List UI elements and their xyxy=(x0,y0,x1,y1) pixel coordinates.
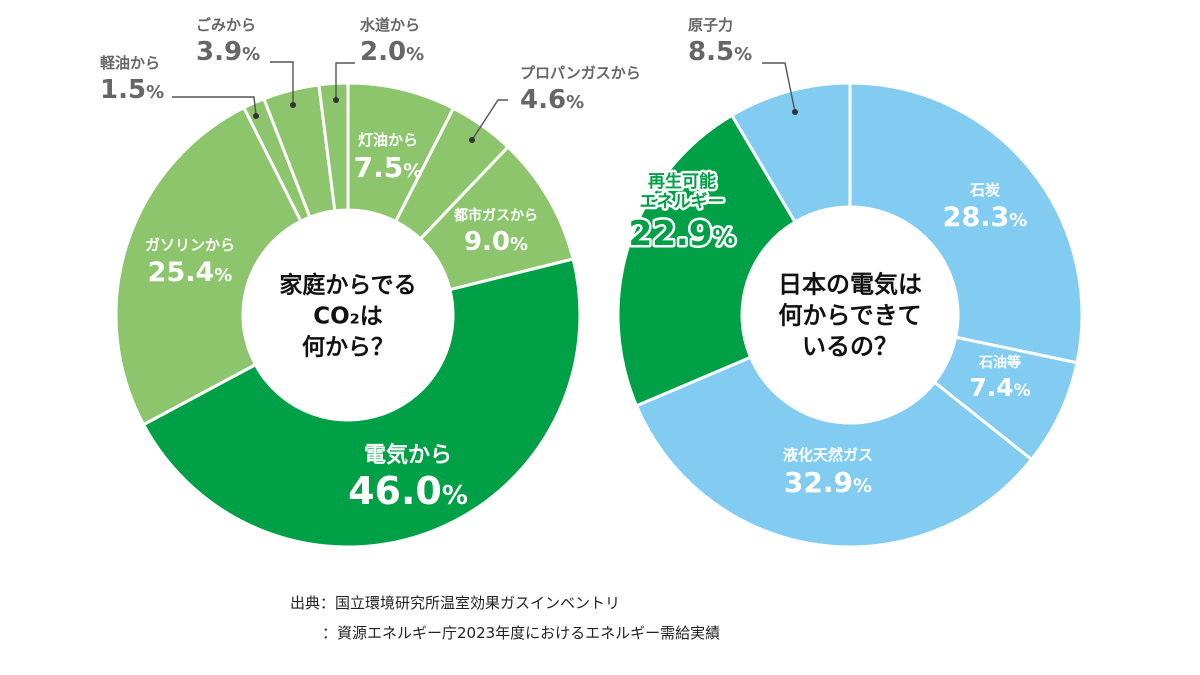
slice-label: 石油等 xyxy=(978,354,1021,371)
donut-slice xyxy=(317,81,350,213)
slice-value: 7.5% xyxy=(354,151,423,184)
donut-slice xyxy=(729,81,852,225)
slice-label: ごみから xyxy=(196,16,256,34)
slice-label: 水道から xyxy=(360,16,420,34)
slice-value: 1.5% xyxy=(100,75,164,105)
slice-label: エネルギー xyxy=(640,192,725,212)
slice-label: 都市ガスから xyxy=(453,207,538,224)
leader-dot xyxy=(290,102,296,108)
donut-slice xyxy=(114,105,303,427)
slice-label: 石炭 xyxy=(969,181,1000,199)
slice-label: ガソリンから xyxy=(145,236,235,254)
center-title-line: 何からできて xyxy=(778,302,921,330)
slice-value: 2.0% xyxy=(360,37,424,67)
leader-line xyxy=(270,61,294,105)
leader-line xyxy=(471,99,508,141)
center-title-line: 日本の電気は xyxy=(778,271,922,299)
leader-dot xyxy=(253,113,259,119)
household-co2-donut-chart: 灯油から7.5%プロパンガスから4.6%都市ガスから9.0%電気から46.0%ガ… xyxy=(100,16,641,549)
slice-label: 電気から xyxy=(364,442,452,468)
slice-label: 軽油から xyxy=(100,54,160,72)
donut-slice xyxy=(141,257,582,549)
source-line-1: 出典：国立環境研究所温室効果ガスインベントリ xyxy=(290,594,621,612)
leader-line xyxy=(172,96,257,117)
center-title-line: CO₂は xyxy=(313,303,383,329)
donut-slice xyxy=(848,81,1084,365)
slice-value: 8.5% xyxy=(688,37,752,67)
center-title-line: いるの？ xyxy=(802,333,898,361)
slice-label: 灯油から xyxy=(358,131,418,149)
slice-label: プロパンガスから xyxy=(520,64,641,82)
leader-line xyxy=(335,62,355,100)
leader-dot xyxy=(792,109,798,115)
slice-value: 4.6% xyxy=(520,85,584,115)
slice-label: 再生可能 xyxy=(648,171,716,192)
leader-dot xyxy=(333,97,339,103)
slice-value: 3.9% xyxy=(196,37,260,67)
leader-line xyxy=(762,62,796,113)
center-title-line: 家庭からでる xyxy=(279,271,416,298)
slice-label: 原子力 xyxy=(688,16,733,34)
leader-dot xyxy=(469,137,475,143)
japan-electricity-donut-chart: 石炭28.3%石油等7.4%液化天然ガス32.9%再生可能エネルギー22.9%原… xyxy=(616,16,1084,549)
slice-label: 液化天然ガス xyxy=(783,446,873,464)
donut-slice xyxy=(616,113,798,408)
donut-slice xyxy=(634,355,1034,549)
source-line-2: ：資源エネルギー庁2023年度におけるエネルギー需給実績 xyxy=(322,624,721,642)
center-title-line: 何から？ xyxy=(302,334,394,360)
